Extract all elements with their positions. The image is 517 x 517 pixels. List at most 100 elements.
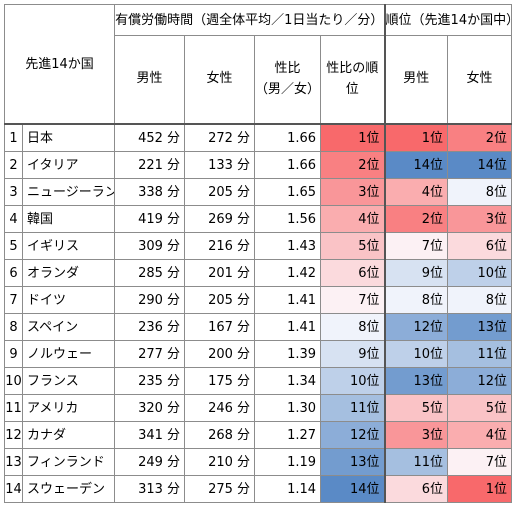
sex-ratio: 1.41 (254, 286, 322, 314)
col-header-rank-male: 男性 (383, 35, 449, 125)
female-minutes: 268 分 (184, 421, 256, 449)
female-minutes: 201 分 (184, 259, 256, 287)
ratio-rank: 12位 (320, 421, 386, 449)
row-number: 9 (4, 340, 23, 368)
ratio-rank: 3位 (320, 178, 386, 206)
male-minutes: 313 分 (114, 475, 186, 503)
table-row: 10 フランス 235 分 175 分 1.34 10位 13位 12位 (4, 367, 513, 395)
country-name: フランス (21, 367, 116, 395)
country-name: スペイン (21, 313, 116, 341)
female-minutes: 167 分 (184, 313, 256, 341)
male-rank: 4位 (383, 178, 449, 206)
female-rank: 2位 (447, 123, 513, 152)
table-row: 9 ノルウェー 277 分 200 分 1.39 9位 10位 11位 (4, 340, 513, 368)
row-number: 10 (4, 367, 23, 395)
sex-ratio: 1.34 (254, 367, 322, 395)
male-rank: 2位 (383, 205, 449, 233)
female-rank: 8位 (447, 178, 513, 206)
female-minutes: 200 分 (184, 340, 256, 368)
male-minutes: 221 分 (114, 151, 186, 179)
country-name: オランダ (21, 259, 116, 287)
row-number: 6 (4, 259, 23, 287)
male-minutes: 236 分 (114, 313, 186, 341)
male-rank: 14位 (383, 151, 449, 179)
male-rank: 3位 (383, 421, 449, 449)
country-name: アメリカ (21, 394, 116, 422)
ratio-rank: 2位 (320, 151, 386, 179)
sex-ratio: 1.42 (254, 259, 322, 287)
male-rank: 9位 (383, 259, 449, 287)
ratio-rank: 5位 (320, 232, 386, 260)
female-rank: 6位 (447, 232, 513, 260)
male-rank: 13位 (383, 367, 449, 395)
corner-header: 先進14か国 (3, 4, 116, 125)
male-minutes: 235 分 (114, 367, 186, 395)
male-minutes: 341 分 (114, 421, 186, 449)
col-header-female: 女性 (184, 35, 256, 125)
sex-ratio: 1.27 (254, 421, 322, 449)
sex-ratio: 1.39 (254, 340, 322, 368)
row-number: 1 (4, 123, 23, 152)
country-name: イタリア (21, 151, 116, 179)
male-rank: 12位 (383, 313, 449, 341)
col-header-ratio-rank-line1: 性比の順 (326, 61, 379, 77)
ratio-rank: 9位 (320, 340, 386, 368)
female-minutes: 210 分 (184, 448, 256, 476)
sex-ratio: 1.41 (254, 313, 322, 341)
sex-ratio: 1.65 (254, 178, 322, 206)
col-header-ratio-rank: 性比の順位 (320, 35, 386, 125)
female-minutes: 269 分 (184, 205, 256, 233)
male-minutes: 309 分 (114, 232, 186, 260)
row-number: 14 (4, 475, 23, 503)
male-rank: 5位 (383, 394, 449, 422)
country-name: ドイツ (21, 286, 116, 314)
sex-ratio: 1.30 (254, 394, 322, 422)
group-header-rank: 順位（先進14か国中） (383, 4, 513, 36)
female-minutes: 133 分 (184, 151, 256, 179)
female-minutes: 275 分 (184, 475, 256, 503)
ratio-rank: 7位 (320, 286, 386, 314)
table-row: 7 ドイツ 290 分 205 分 1.41 7位 8位 8位 (4, 286, 513, 314)
female-rank: 10位 (447, 259, 513, 287)
country-name: フィンランド (21, 448, 116, 476)
female-minutes: 272 分 (184, 123, 256, 152)
female-minutes: 175 分 (184, 367, 256, 395)
row-number: 11 (4, 394, 23, 422)
country-name: イギリス (21, 232, 116, 260)
row-number: 2 (4, 151, 23, 179)
female-rank: 1位 (447, 475, 513, 503)
sex-ratio: 1.56 (254, 205, 322, 233)
row-number: 4 (4, 205, 23, 233)
female-rank: 5位 (447, 394, 513, 422)
female-rank: 8位 (447, 286, 513, 314)
country-name: 韓国 (21, 205, 116, 233)
male-minutes: 285 分 (114, 259, 186, 287)
col-header-ratio-line1: 性比 (274, 61, 301, 77)
male-minutes: 290 分 (114, 286, 186, 314)
col-header-rank-female: 女性 (447, 35, 513, 125)
country-name: スウェーデン (21, 475, 116, 503)
ratio-rank: 10位 (320, 367, 386, 395)
ratio-rank: 13位 (320, 448, 386, 476)
group-header-work-hours: 有償労働時間（週全体平均／1日当たり／分） (114, 4, 386, 36)
sex-ratio: 1.19 (254, 448, 322, 476)
row-number: 5 (4, 232, 23, 260)
table-row: 5 イギリス 309 分 216 分 1.43 5位 7位 6位 (4, 232, 513, 260)
female-rank: 12位 (447, 367, 513, 395)
col-header-ratio: 性比 （男／女） (254, 35, 322, 125)
male-minutes: 338 分 (114, 178, 186, 206)
ratio-rank: 1位 (320, 123, 386, 152)
country-name: ニュージーランド (21, 178, 116, 206)
ratio-rank: 11位 (320, 394, 386, 422)
female-rank: 7位 (447, 448, 513, 476)
table-body: 1 日本 452 分 272 分 1.66 1位 1位 2位 2 イタリア 221 分 133 分 1.… (4, 123, 513, 503)
country-name: ノルウェー (21, 340, 116, 368)
row-number: 12 (4, 421, 23, 449)
country-name: カナダ (21, 421, 116, 449)
male-minutes: 249 分 (114, 448, 186, 476)
row-number: 13 (4, 448, 23, 476)
ratio-rank: 14位 (320, 475, 386, 503)
female-minutes: 205 分 (184, 178, 256, 206)
female-rank: 11位 (447, 340, 513, 368)
